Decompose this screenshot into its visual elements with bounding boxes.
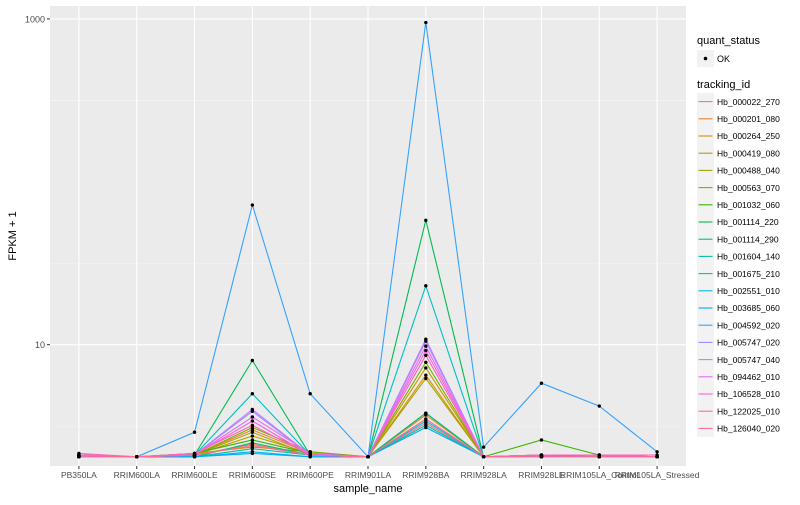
data-point: [655, 455, 659, 459]
legend-item-label: Hb_001114_290: [717, 234, 779, 244]
legend-item-label: Hb_003685_060: [717, 303, 780, 313]
x-tick-label: PB350LA: [61, 470, 97, 480]
data-point: [424, 360, 428, 364]
legend-item-label: Hb_000264_250: [717, 131, 780, 141]
data-point: [424, 376, 428, 381]
data-point: [424, 218, 428, 223]
legend-title-quant-status: quant_status: [697, 35, 760, 47]
data-point: [250, 392, 255, 396]
x-tick-label: RRIM928BA: [402, 470, 450, 480]
data-point: [250, 203, 255, 207]
data-point: [597, 455, 601, 459]
data-point: [250, 451, 255, 456]
legend-item-label: Hb_126040_020: [717, 424, 780, 434]
legend-item-label: Hb_004592_020: [717, 320, 780, 330]
x-tick-label: RRIM600LA: [114, 470, 161, 480]
data-point: [250, 438, 255, 442]
data-point: [192, 430, 197, 434]
legend-item-label: Hb_001675_210: [717, 269, 780, 279]
x-tick-label: RRIM105LA_Stressed: [615, 470, 700, 480]
data-point: [250, 430, 255, 434]
legend-item-label: Hb_002551_010: [717, 286, 780, 296]
x-tick-label: RRIM600SE: [229, 470, 277, 480]
legend-title-tracking-id: tracking_id: [697, 79, 750, 91]
data-point: [424, 344, 428, 348]
data-point: [250, 434, 255, 438]
legend-point-key: [703, 56, 708, 61]
data-point: [424, 348, 428, 353]
data-point: [481, 445, 486, 449]
y-axis-title: FPKM + 1: [7, 211, 19, 260]
data-point: [250, 407, 255, 412]
data-point: [424, 353, 428, 358]
x-tick-label: RRIM901LA: [345, 470, 392, 480]
x-axis-title: sample_name: [333, 483, 402, 495]
data-point: [77, 455, 81, 459]
data-point: [424, 411, 428, 415]
data-point: [424, 337, 428, 341]
legend-item-label: Hb_000419_080: [717, 148, 780, 158]
legend-item-label: Hb_094462_010: [717, 372, 780, 382]
data-point: [250, 419, 255, 423]
legend-item-label: Hb_001032_060: [717, 200, 780, 210]
data-point: [424, 373, 428, 377]
y-tick-label: 1000: [25, 14, 45, 24]
data-point: [424, 284, 428, 288]
legend-item-label: Hb_005747_040: [717, 355, 780, 365]
legend-item-label: Hb_000201_080: [717, 114, 780, 124]
data-point: [135, 455, 139, 459]
y-tick-label: 10: [35, 340, 45, 350]
legend-item-label: Hb_001114_220: [717, 217, 779, 227]
data-point: [366, 455, 370, 459]
data-point: [250, 446, 255, 451]
data-point: [250, 423, 255, 427]
data-point: [424, 417, 428, 421]
data-point: [308, 392, 312, 396]
legend-item-label: Hb_122025_010: [717, 406, 780, 416]
data-point: [250, 415, 255, 419]
data-point: [250, 443, 255, 448]
data-point: [424, 425, 428, 430]
data-point: [250, 358, 255, 363]
legend-item-label: Hb_000022_270: [717, 97, 780, 107]
data-point: [597, 404, 601, 408]
data-point: [655, 450, 659, 454]
data-point: [539, 455, 544, 459]
x-tick-label: RRIM600PE: [287, 470, 335, 480]
data-point: [77, 451, 81, 456]
x-tick-label: RRIM928LA: [460, 470, 507, 480]
data-point: [308, 453, 312, 457]
legend-item-label: Hb_001604_140: [717, 252, 780, 262]
data-point: [250, 441, 255, 445]
legend-item-label: Hb_106528_010: [717, 389, 780, 399]
legend-item-label: Hb_000488_040: [717, 166, 780, 176]
x-tick-label: RRIM928LE: [518, 470, 565, 480]
legend-item-label: Hb_005747_020: [717, 338, 780, 348]
data-point: [481, 455, 486, 459]
data-point: [539, 381, 544, 385]
data-point: [539, 438, 544, 442]
legend-item-label: OK: [717, 54, 730, 64]
legend-item-label: Hb_000563_070: [717, 183, 780, 193]
data-point: [192, 453, 197, 457]
data-point: [424, 20, 428, 25]
x-tick-label: RRIM105LA_Control: [560, 470, 639, 480]
x-tick-label: RRIM600LE: [171, 470, 218, 480]
data-point: [424, 366, 428, 370]
